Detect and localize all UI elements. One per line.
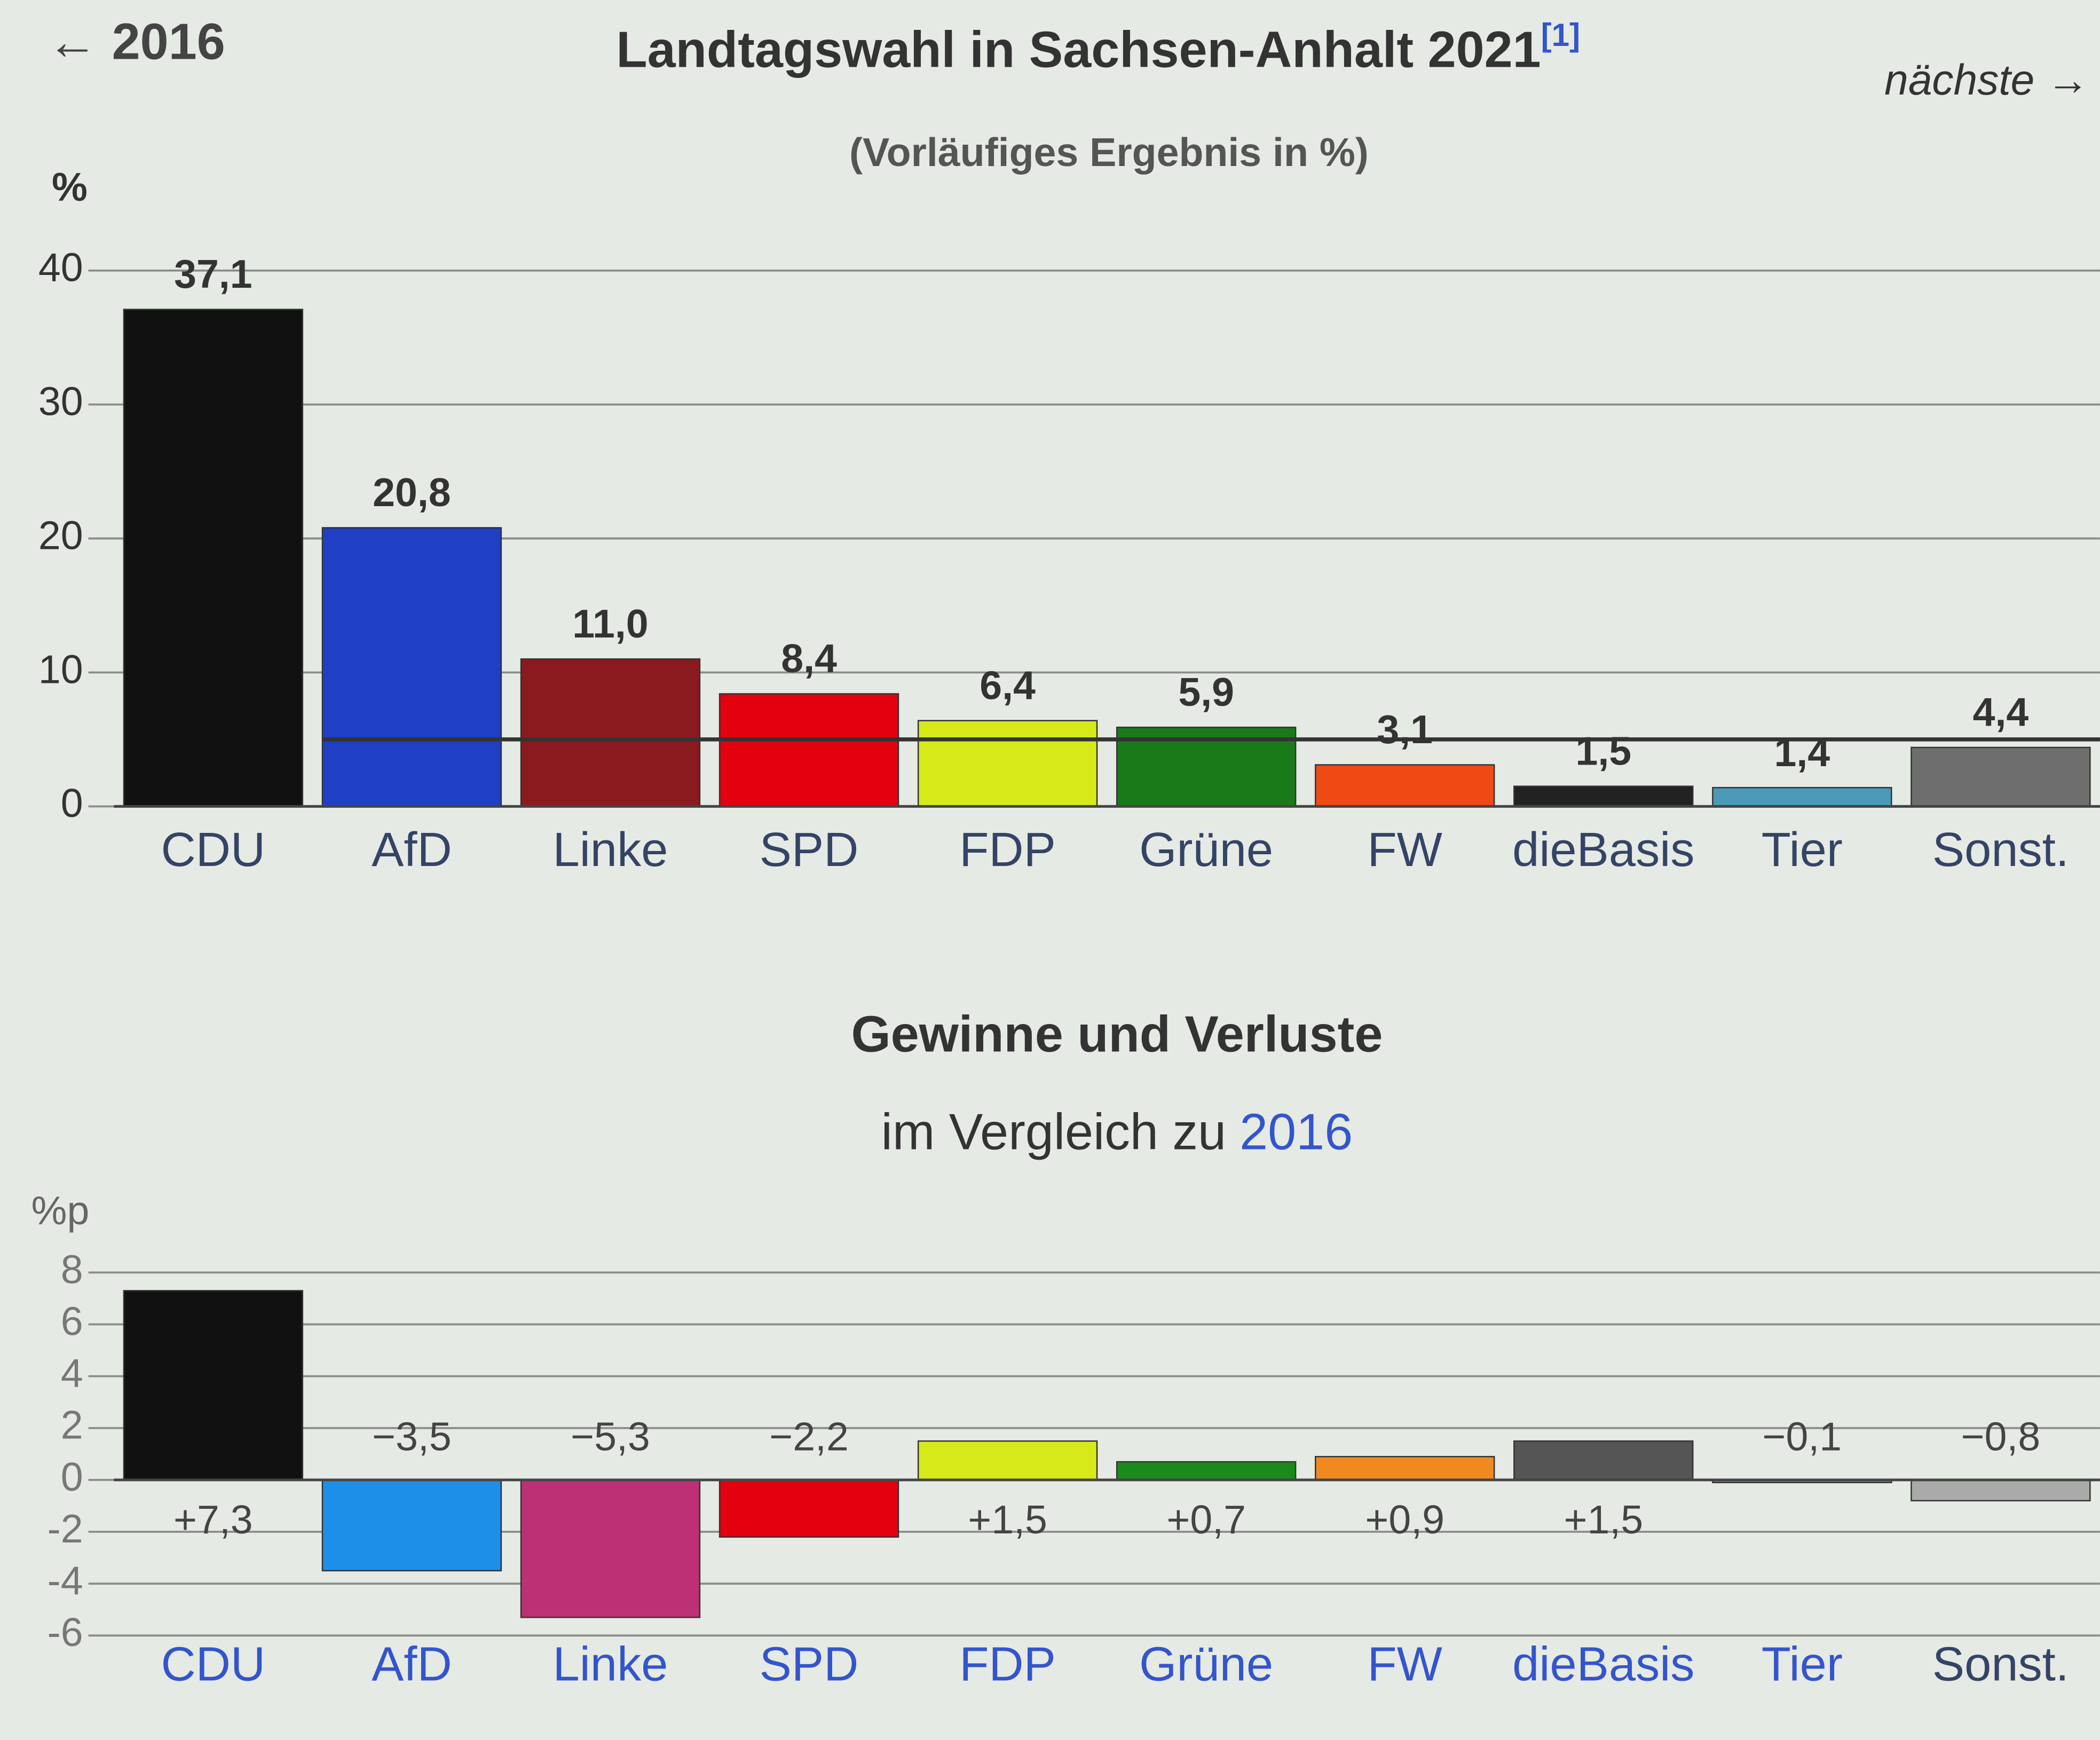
y-tick-label: 30 xyxy=(38,379,83,424)
y-tick-label: 0 xyxy=(61,781,83,825)
value-label: +7,3 xyxy=(173,1497,253,1542)
x-tick-label: Tier xyxy=(1762,823,1843,877)
value-label: −3,5 xyxy=(372,1414,452,1459)
x-tick-label: AfD xyxy=(372,823,452,877)
y-tick-label: -6 xyxy=(48,1610,83,1655)
value-label: +0,7 xyxy=(1166,1497,1246,1542)
bar xyxy=(520,1479,701,1618)
x-tick-label: FDP xyxy=(959,823,1056,877)
value-label: +0,9 xyxy=(1365,1497,1444,1542)
y-tick-label: 10 xyxy=(38,647,83,691)
chart-title: Gewinne und Verluste xyxy=(851,1006,1383,1063)
value-label: 4,4 xyxy=(1973,690,2029,735)
subtitle-text: im Vergleich zu xyxy=(881,1104,1226,1161)
bar xyxy=(520,658,701,807)
bar xyxy=(123,309,304,807)
value-label: −0,1 xyxy=(1763,1414,1842,1459)
y-tick-label: -4 xyxy=(48,1558,83,1603)
bar xyxy=(1513,1440,1694,1481)
value-label: 37,1 xyxy=(174,251,252,296)
x-tick-label: CDU xyxy=(161,823,266,877)
value-label: −5,3 xyxy=(571,1414,650,1459)
y-tick-label: 4 xyxy=(61,1351,83,1396)
value-label: −0,8 xyxy=(1961,1414,2041,1459)
bar xyxy=(1315,764,1495,807)
bar xyxy=(1116,1461,1297,1481)
x-tick-label[interactable]: FW xyxy=(1368,1637,1442,1691)
value-label: +1,5 xyxy=(1564,1497,1644,1542)
x-tick-label: dieBasis xyxy=(1512,823,1694,877)
y-axis-label: % xyxy=(52,164,88,209)
y-tick-label: 40 xyxy=(38,245,83,290)
value-label: 20,8 xyxy=(373,470,451,515)
x-tick-label: Grüne xyxy=(1139,823,1273,877)
bar xyxy=(321,1479,502,1572)
bar xyxy=(1315,1455,1495,1481)
value-label: −2,2 xyxy=(769,1414,849,1459)
x-tick-label[interactable]: SPD xyxy=(760,1637,859,1691)
x-tick-label: Linke xyxy=(553,823,668,877)
bar xyxy=(123,1290,304,1481)
value-label: 1,5 xyxy=(1575,728,1631,773)
bar xyxy=(917,1440,1098,1481)
x-tick-label[interactable]: AfD xyxy=(372,1637,452,1691)
value-label: 8,4 xyxy=(781,636,837,681)
title-note[interactable]: [1] xyxy=(1541,17,1581,53)
nav-previous[interactable]: ← 2016 xyxy=(47,13,225,70)
x-tick-label: Sonst. xyxy=(1932,823,2069,877)
y-axis-label: %p xyxy=(31,1188,90,1233)
bar xyxy=(1910,746,2091,807)
bar xyxy=(719,1479,899,1538)
y-tick-label: 6 xyxy=(61,1298,83,1343)
value-label: 1,4 xyxy=(1774,730,1830,775)
bar xyxy=(1910,1479,2091,1502)
x-tick-label: FW xyxy=(1368,823,1442,877)
x-tick-label[interactable]: dieBasis xyxy=(1512,1637,1694,1691)
subtitle-link[interactable]: 2016 xyxy=(1240,1104,1353,1161)
chart-subtitle: im Vergleich zu 2016 xyxy=(881,1104,1353,1161)
bar xyxy=(719,693,899,807)
value-label: 6,4 xyxy=(980,663,1036,707)
y-tick-label: 20 xyxy=(38,513,83,557)
y-tick-label: -2 xyxy=(48,1506,83,1551)
y-tick-label: 8 xyxy=(61,1247,83,1292)
title-text: Landtagswahl in Sachsen-Anhalt 2021 xyxy=(616,22,1541,78)
bar xyxy=(1712,786,1892,807)
x-tick-label[interactable]: FDP xyxy=(959,1637,1056,1691)
value-label: +1,5 xyxy=(968,1497,1047,1542)
nav-next[interactable]: nächste → xyxy=(1884,56,2089,104)
x-tick-label[interactable]: CDU xyxy=(161,1637,266,1691)
x-tick-label[interactable]: Linke xyxy=(553,1637,668,1691)
bar xyxy=(1513,785,1694,807)
value-label: 5,9 xyxy=(1178,670,1234,714)
value-label: 3,1 xyxy=(1377,707,1433,752)
bar xyxy=(917,720,1098,807)
value-label: 11,0 xyxy=(572,601,648,646)
y-tick-label: 0 xyxy=(61,1454,83,1499)
x-tick-label: SPD xyxy=(760,823,859,877)
x-tick-label: Sonst. xyxy=(1932,1637,2069,1691)
y-tick-label: 2 xyxy=(61,1403,83,1447)
bar xyxy=(321,527,502,807)
x-tick-label[interactable]: Tier xyxy=(1762,1637,1843,1691)
chart-subtitle: (Vorläufiges Ergebnis in %) xyxy=(849,130,1369,175)
x-tick-label[interactable]: Grüne xyxy=(1139,1637,1273,1691)
chart-title: Landtagswahl in Sachsen-Anhalt 2021[1] xyxy=(616,17,1580,78)
